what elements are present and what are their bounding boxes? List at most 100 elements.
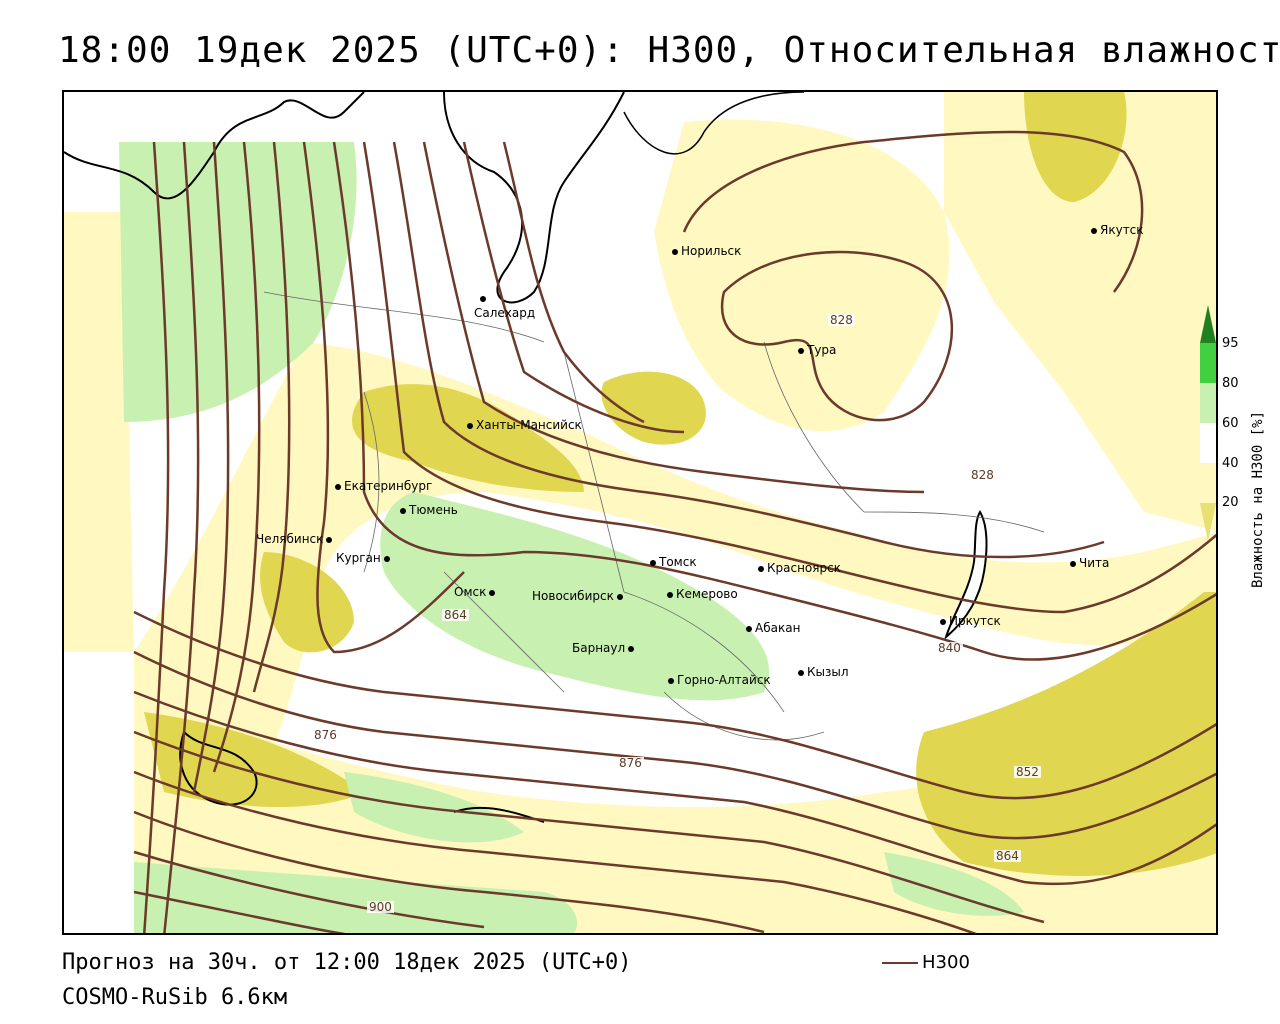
city-tomsk[interactable]: Томск [650,556,697,568]
city-gorno-altaysk[interactable]: Горно-Алтайск [668,674,771,686]
city-yakutsk[interactable]: Якутск [1091,224,1144,236]
colorbar-seg-20-40 [1200,463,1216,503]
map-area[interactable]: 828 828 840 852 864 864 876 876 900 Нори… [62,90,1218,935]
city-label: Омск [454,585,487,599]
colorbar-tick: 20 [1222,495,1239,510]
city-dot [335,483,341,490]
humidity-zone-mid [916,592,1216,876]
colorbar-tick: 80 [1222,376,1239,391]
city-dot [650,559,656,566]
colorbar-seg-60-80 [1200,383,1216,423]
city-label: Челябинск [256,532,324,546]
city-dot [667,591,673,598]
city-label: Салехард [474,306,536,320]
city-label: Ханты-Мансийск [476,418,582,432]
isoline-label: 852 [1014,765,1041,779]
coastline [443,92,625,304]
humidity-zone-yellow [944,92,1216,531]
h300-isolines [133,130,1216,933]
city-tyumen[interactable]: Тюмень [400,504,458,516]
humidity-zone-green [884,852,1024,916]
humidity-zone-yellow [134,342,1216,852]
city-dot [383,555,390,562]
city-dot [480,295,486,302]
isoline-label: 840 [936,641,963,655]
city-dot [746,625,752,632]
city-kyzyl[interactable]: Кызыл [798,666,849,678]
colorbar-tick: 60 [1222,416,1239,431]
city-label: Кызыл [807,665,849,679]
city-label: Томск [659,555,697,569]
city-krasnoyarsk[interactable]: Красноярск [758,562,841,574]
isoline-label: 828 [969,468,996,482]
humidity-zone-yellow [654,119,950,432]
city-chelyabinsk[interactable]: Челябинск [256,533,335,545]
city-tura[interactable]: Тура [798,344,836,356]
humidity-zone-mid [260,552,354,653]
city-label: Екатеринбург [344,479,433,493]
city-dot [940,618,946,625]
city-label: Иркутск [949,614,1001,628]
city-dot [672,248,678,255]
city-dot [400,507,406,514]
city-kurgan[interactable]: Курган [336,552,393,564]
isoline-label: 864 [442,608,469,622]
humidity-zone-mid [1024,92,1127,202]
city-dot [616,593,623,600]
city-label: Абакан [755,621,801,635]
city-dot [467,422,473,429]
city-salekhard-label: Салехард [474,307,535,319]
city-dot [798,669,804,676]
city-barnaul[interactable]: Барнаул [572,642,637,654]
colorbar-tick: 40 [1222,456,1239,471]
coastline [623,92,805,155]
colorbar-tick: 95 [1222,336,1239,351]
city-label: Барнаул [572,641,626,655]
city-dot [489,589,496,596]
isoline-label: 876 [617,756,644,770]
city-khanty-mansiysk[interactable]: Ханты-Мансийск [467,419,582,431]
city-abakan[interactable]: Абакан [746,622,800,634]
city-label: Кемерово [676,587,738,601]
humidity-zone-green [119,142,357,422]
city-kemerovo[interactable]: Кемерово [667,588,738,600]
forecast-info: Прогноз на 30ч. от 12:00 18дек 2025 (UTC… [62,950,632,975]
isoline-label: 876 [312,728,339,742]
city-label: Горно-Алтайск [677,673,771,687]
lake-baikal [943,510,988,640]
humidity-zone-green [344,772,524,843]
humidity-zone-mid [352,384,584,492]
city-dot [628,645,635,652]
humidity-zone-mid [601,371,706,445]
city-label: Тюмень [409,503,458,517]
city-chita[interactable]: Чита [1070,557,1109,569]
city-dot [758,565,764,572]
map-svg [64,92,1216,933]
colorbar-seg-lt20 [1200,503,1216,541]
city-novosibirsk[interactable]: Новосибирск [532,590,626,602]
colorbar-seg-gt95 [1200,305,1216,343]
city-salekhard[interactable] [480,292,489,304]
isoline-828-closed [720,250,954,422]
model-info: COSMO-RuSib 6.6км [62,985,288,1010]
map-title: 18:00 19дек 2025 (UTC+0): Н300, Относите… [58,30,1280,71]
humidity-zone-yellow [134,654,1216,933]
isoline-label: 900 [367,900,394,914]
city-yekaterinburg[interactable]: Екатеринбург [335,480,432,492]
city-label: Норильск [681,244,742,258]
city-dot [668,677,674,684]
humidity-zone-mid [144,712,364,807]
city-dot [326,536,333,543]
city-omsk[interactable]: Омск [454,586,498,598]
city-irkutsk[interactable]: Иркутск [940,615,1001,627]
isoline-label: 864 [994,849,1021,863]
region-borders [263,291,1045,741]
city-label: Красноярск [767,561,841,575]
colorbar-title: Влажность на Н300 [%] [1250,410,1266,588]
isoline-label: 828 [828,313,855,327]
humidity-zone-green [380,492,770,701]
h300-legend: Н300 [882,952,970,973]
humidity-zone-yellow [64,212,134,652]
city-dot [1091,227,1097,234]
city-norilsk[interactable]: Норильск [672,245,741,257]
